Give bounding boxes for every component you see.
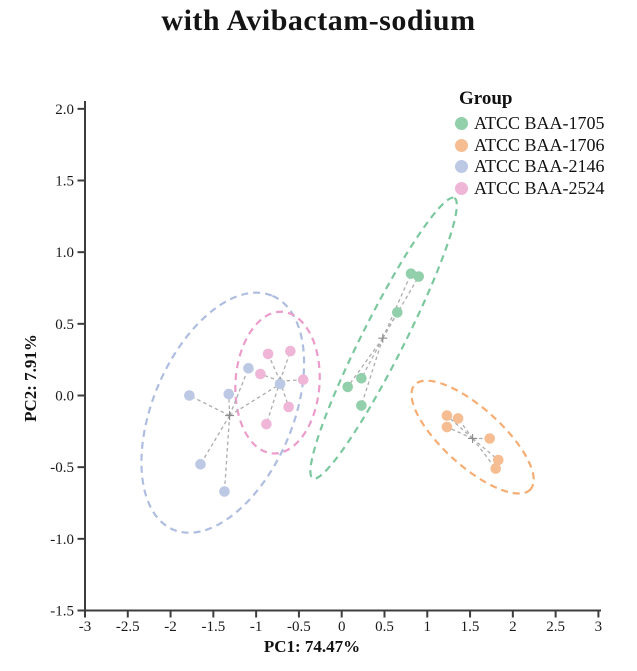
legend-item-label: ATCC BAA-2524 (474, 177, 605, 198)
spider-line (446, 415, 474, 439)
legend-swatch-icon (455, 181, 468, 195)
data-point (297, 374, 309, 386)
y-tick-label: 0.5 (55, 317, 74, 333)
spider-line (199, 415, 231, 465)
spider-line (223, 415, 231, 492)
data-point (243, 362, 254, 374)
spider-line (360, 337, 384, 379)
x-axis-label: PC1: 74.47% (263, 637, 361, 656)
spider-line (446, 426, 473, 440)
spider-line (229, 383, 281, 417)
data-point (490, 463, 502, 474)
y-tick-label: -1.5 (50, 603, 74, 619)
data-point (261, 418, 272, 430)
legend-item: ATCC BAA-2524 (455, 178, 605, 200)
data-point (342, 381, 353, 393)
x-tick-label: -3 (79, 619, 92, 635)
spider-line (360, 337, 384, 406)
spider-line (382, 273, 412, 339)
data-point (441, 421, 453, 433)
spider-line (279, 350, 291, 382)
data-point (262, 348, 274, 360)
legend-item-label: ATCC BAA-1705 (474, 113, 605, 134)
confidence-ellipse (410, 379, 535, 495)
legend-swatch-icon (455, 138, 468, 152)
legend-item: ATCC BAA-2146 (455, 156, 605, 178)
y-tick-label: 1.0 (55, 245, 74, 261)
data-point (441, 410, 453, 421)
legend-item-label: ATCC BAA-2146 (474, 156, 605, 177)
x-tick-label: 3 (595, 619, 603, 635)
data-point (484, 433, 496, 444)
spider-line (472, 438, 499, 461)
data-point (285, 345, 296, 357)
y-tick-label: -0.5 (50, 460, 74, 476)
x-tick-label: -2.5 (116, 619, 140, 635)
x-tick-label: -2 (164, 619, 177, 635)
data-point (274, 378, 286, 390)
x-tick-label: 1.5 (461, 619, 480, 635)
legend-swatch-icon (455, 117, 468, 131)
data-point (184, 390, 195, 401)
spider-line (382, 312, 398, 339)
data-point (413, 271, 425, 282)
x-tick-label: 1 (424, 619, 432, 635)
confidence-ellipse (234, 310, 321, 455)
data-point (492, 454, 504, 466)
data-point (452, 413, 464, 424)
legend-item-label: ATCC BAA-1706 (474, 134, 605, 155)
x-tick-label: -1 (250, 619, 263, 635)
y-tick-label: 2.0 (55, 102, 74, 118)
legend-item: ATCC BAA-1705 (455, 113, 605, 135)
legend: Group ATCC BAA-1705 ATCC BAA-1706 ATCC B… (455, 88, 605, 199)
spider-line (228, 368, 250, 416)
y-tick-label: -1.0 (50, 532, 74, 548)
data-point (219, 486, 230, 497)
y-tick-label: 0.0 (55, 389, 74, 405)
data-point (223, 388, 235, 400)
y-tick-label: 1.5 (55, 174, 74, 190)
legend-title: Group (459, 88, 513, 109)
x-tick-label: 0 (338, 619, 346, 635)
x-tick-label: 2 (509, 619, 517, 635)
data-point (356, 373, 367, 384)
data-point (255, 368, 266, 380)
data-point (356, 400, 367, 411)
legend-swatch-icon (455, 160, 468, 174)
data-point (283, 401, 294, 413)
x-tick-label: 2.5 (546, 619, 565, 635)
confidence-ellipse (309, 196, 458, 480)
data-point (195, 458, 206, 470)
x-tick-label: -0.5 (287, 619, 311, 635)
spider-line (189, 394, 230, 417)
chart-title: with Avibactam-sodium (161, 4, 476, 37)
legend-item: ATCC BAA-1706 (455, 135, 605, 157)
spider-line (382, 276, 420, 339)
x-tick-label: 0.5 (375, 619, 394, 635)
spider-line (267, 353, 281, 382)
y-axis-label: PC2: 7.91% (21, 334, 40, 422)
data-point (392, 307, 403, 318)
x-tick-label: -1.5 (201, 619, 225, 635)
